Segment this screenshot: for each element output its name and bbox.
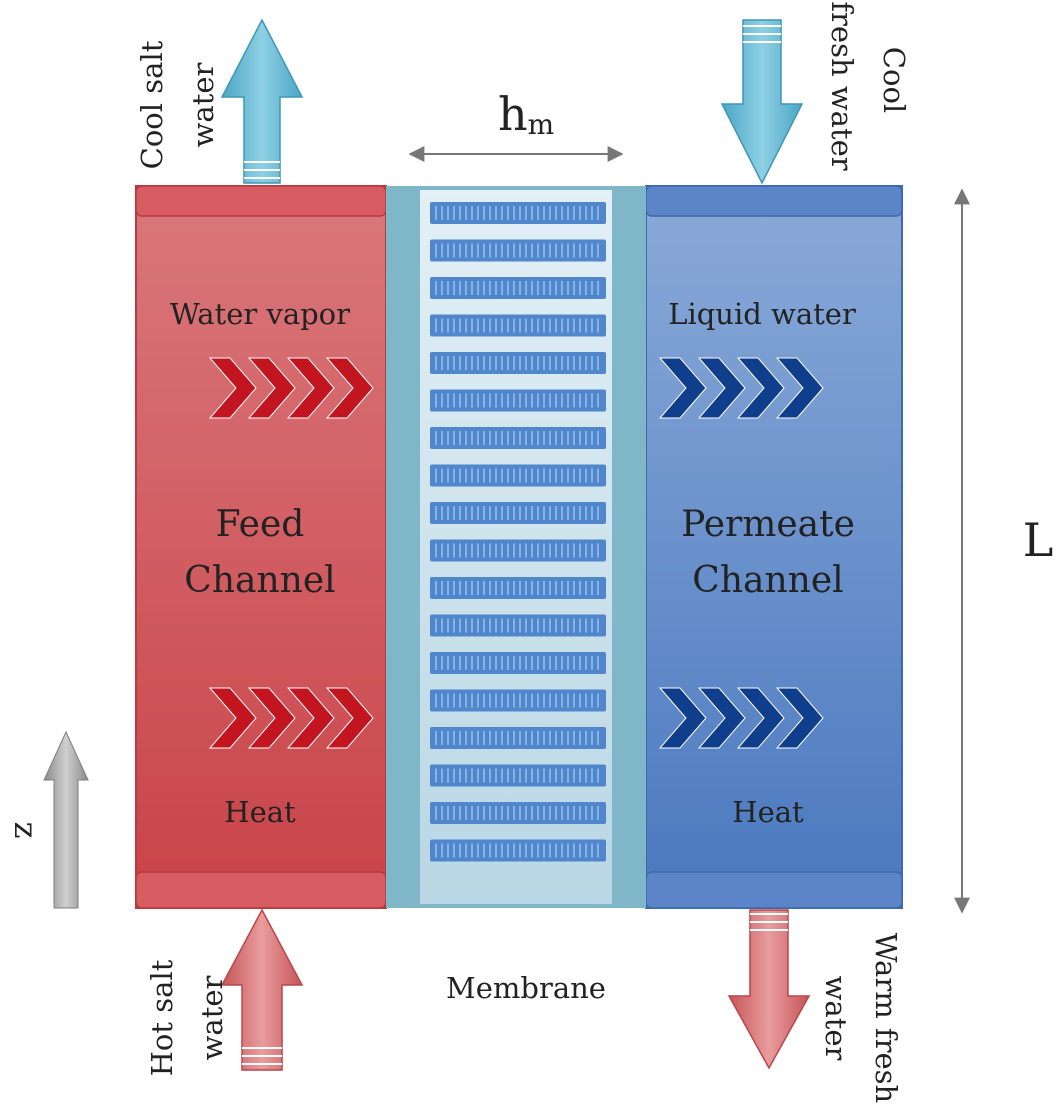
membrane-thickness-symbol: hm <box>498 87 554 141</box>
permeate-liquid-chevrons <box>658 357 824 419</box>
permeate-outlet-arrow <box>727 909 811 1070</box>
membrane-pore-row <box>430 389 606 412</box>
feed-outlet-label-line2: water <box>186 62 220 147</box>
membrane <box>386 186 646 908</box>
feed-inlet-label-line2: water <box>195 975 229 1060</box>
membrane-pore-row <box>430 839 606 862</box>
feed-outlet-arrow <box>220 18 304 184</box>
feed-vapor-chevrons <box>208 357 374 419</box>
permeate-heat-chevrons <box>658 687 824 749</box>
membrane-pore-row <box>430 314 606 337</box>
membrane-pore-row <box>430 652 606 674</box>
feed-title-line1: Feed <box>216 504 305 545</box>
permeate-outlet-label-line1: Warm fresh <box>869 933 903 1103</box>
permeate-inlet-arrow <box>720 19 804 185</box>
permeate-outlet-label-line2: water <box>819 976 853 1061</box>
membrane-pore-row <box>430 202 606 224</box>
membrane-pore-row <box>430 539 606 562</box>
permeate-title-line1: Permeate <box>681 504 855 545</box>
feed-outlet-label-line1: Cool salt <box>135 40 169 169</box>
permeate-channel <box>645 185 903 909</box>
z-axis-arrow <box>43 730 89 909</box>
flux-chevrons <box>208 357 824 749</box>
membrane-pore-row <box>430 427 606 449</box>
feed-top-cap <box>135 185 387 217</box>
membrane-pore-row <box>430 577 606 599</box>
membrane-pore-row <box>430 689 606 712</box>
permeate-heat-label: Heat <box>732 795 804 829</box>
membrane-pore-row <box>430 614 606 637</box>
feed-heat-chevrons <box>208 687 374 749</box>
membrane-pores <box>430 202 606 862</box>
z-axis-label: z <box>7 822 45 839</box>
membrane-pore-row <box>430 464 606 487</box>
permeate-top-cap <box>645 185 903 217</box>
feed-title-line2: Channel <box>184 560 335 601</box>
membrane-pore-row <box>430 352 606 374</box>
membrane-pore-row <box>430 502 606 524</box>
feed-vapor-label: Water vapor <box>170 297 350 331</box>
membrane-pore-row <box>430 802 606 824</box>
feed-inlet-label-line1: Hot salt <box>145 959 179 1076</box>
permeate-inlet-label-line2: fresh water <box>825 1 859 170</box>
membrane-pore-row <box>430 764 606 787</box>
feed-bottom-cap <box>135 871 387 909</box>
permeate-inlet-label-line1: Cool <box>877 47 911 113</box>
membrane-label: Membrane <box>446 971 606 1005</box>
length-symbol: L <box>1023 513 1054 567</box>
membrane-pore-row <box>430 239 606 262</box>
membrane-pore-row <box>430 277 606 299</box>
permeate-bottom-cap <box>645 871 903 909</box>
feed-inlet-arrow <box>220 908 304 1071</box>
feed-heat-label: Heat <box>224 795 296 829</box>
permeate-title-line2: Channel <box>692 560 843 601</box>
membrane-pore-row <box>430 727 606 749</box>
permeate-liquid-label: Liquid water <box>668 297 856 331</box>
feed-channel <box>135 185 387 909</box>
